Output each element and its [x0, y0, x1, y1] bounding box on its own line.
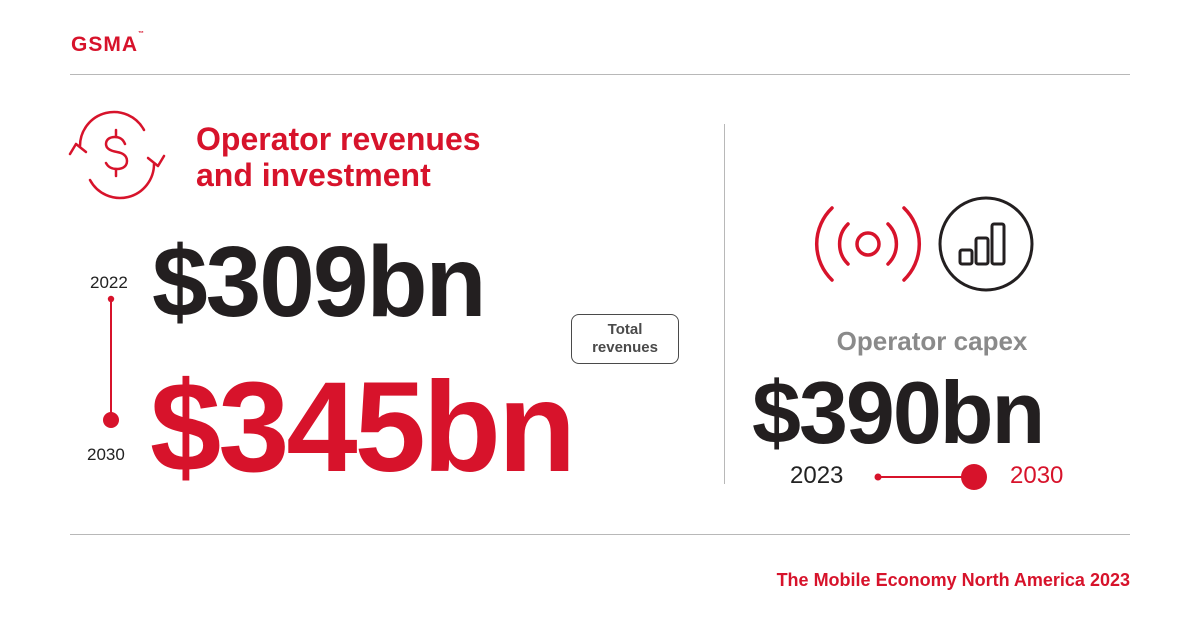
- revenues-year-end: 2030: [87, 445, 125, 464]
- capex-value: $390bn: [752, 363, 1045, 462]
- gsma-logo: GSMA™: [71, 31, 144, 57]
- column-divider: [724, 124, 725, 484]
- dollar-cycle-icon: [68, 110, 166, 200]
- badge-line1: Total: [607, 321, 643, 338]
- logo-text: GSMA: [71, 33, 138, 56]
- revenues-timeline: [103, 295, 119, 428]
- signal-broadcast-icon: [814, 206, 922, 282]
- capex-year-end: 2030: [1010, 462, 1064, 489]
- capex-label: Operator capex: [836, 326, 1028, 356]
- bottom-divider: [70, 534, 1130, 535]
- revenues-title-line1: Operator revenues: [196, 121, 481, 157]
- footer-title: The Mobile Economy North America 2023: [776, 570, 1130, 590]
- capex-timeline: [874, 464, 987, 490]
- revenues-year-start: 2022: [90, 273, 128, 292]
- total-revenues-badge: Total revenues: [571, 314, 679, 364]
- trademark-mark: ™: [138, 31, 144, 37]
- badge-line2: revenues: [592, 339, 658, 356]
- revenues-title: Operator revenues and investment: [196, 121, 616, 193]
- capex-year-start: 2023: [790, 462, 844, 489]
- revenues-title-line2: and investment: [196, 157, 431, 193]
- revenues-value-2022: $309bn: [152, 226, 487, 338]
- signal-bars-icon: [938, 196, 1034, 292]
- top-divider: [70, 74, 1130, 75]
- revenues-value-2030: $345bn: [150, 356, 576, 499]
